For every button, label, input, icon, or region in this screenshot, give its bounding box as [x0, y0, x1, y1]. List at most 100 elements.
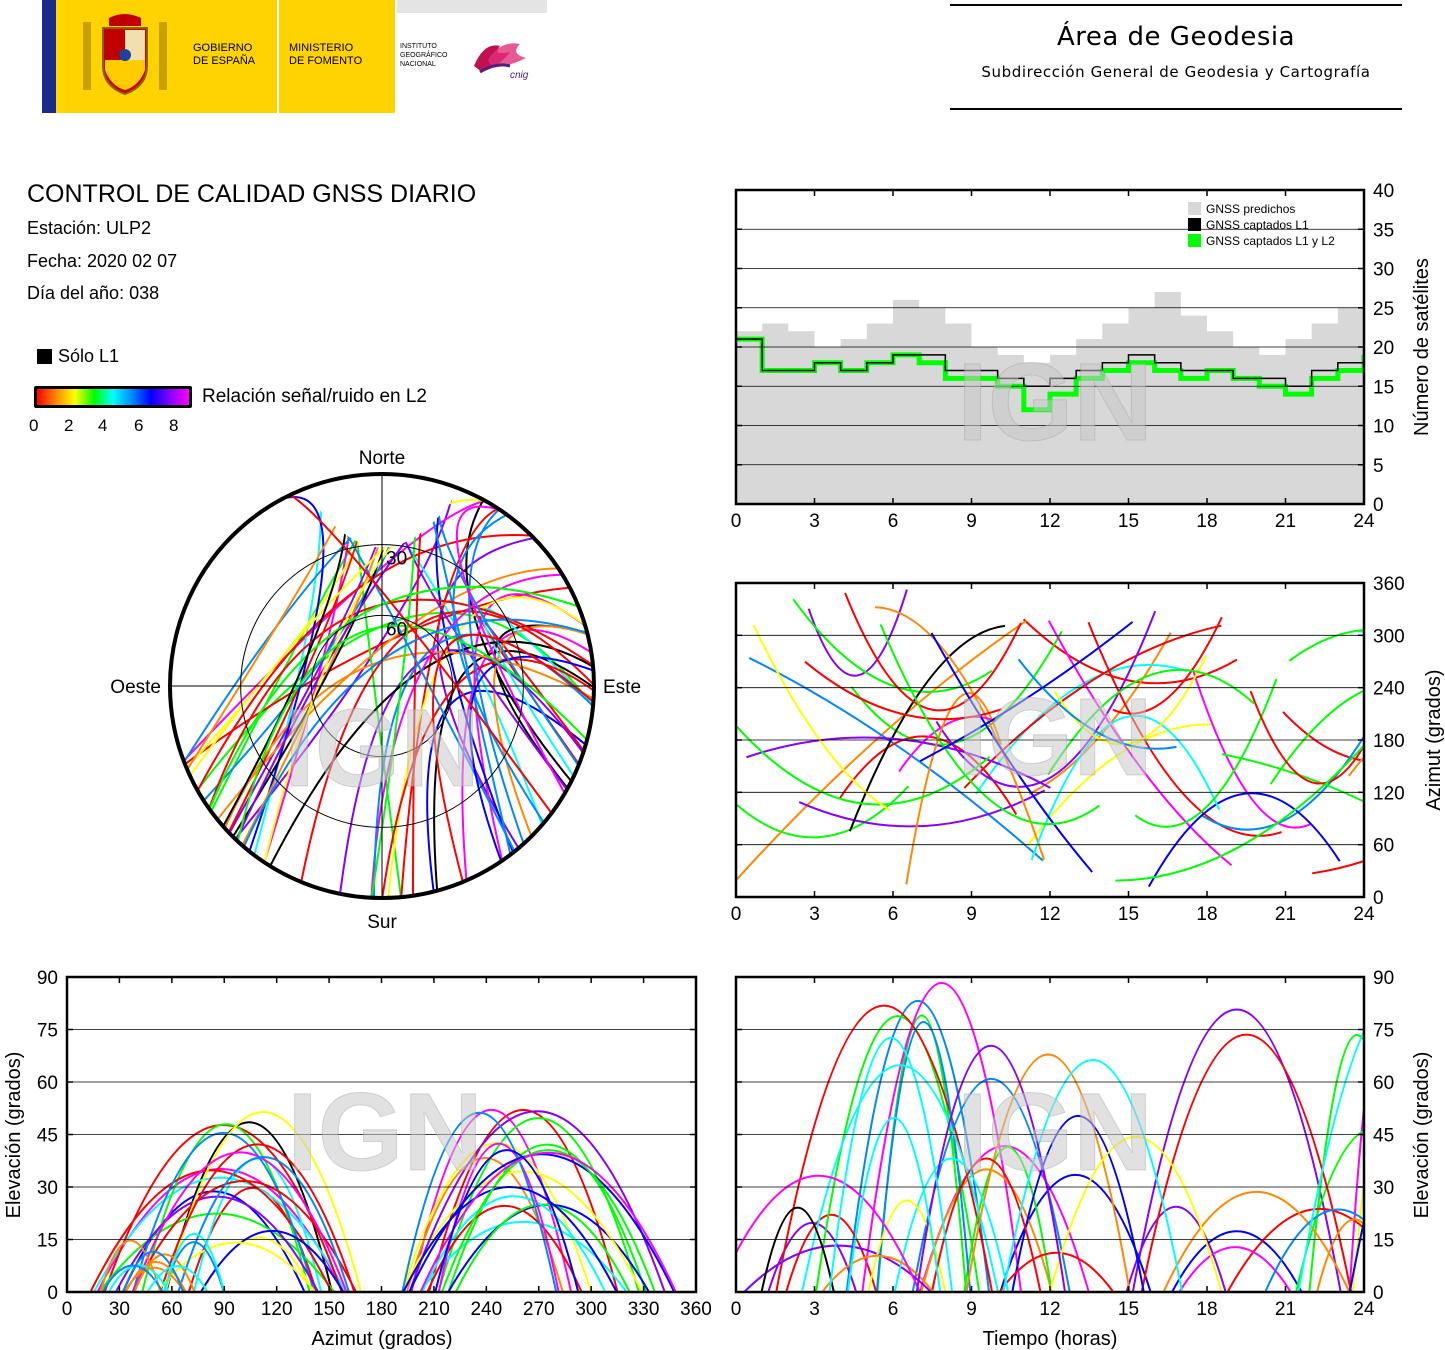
- azimuth-trace: [1026, 723, 1214, 847]
- skyplot-trace: [468, 508, 525, 845]
- elevation-trace: [164, 1111, 363, 1292]
- banner-top-strip: [397, 0, 547, 13]
- skyplot-frame: [168, 472, 596, 900]
- azimuth-trace: [1147, 792, 1341, 888]
- elevation-time-trace: [1140, 1033, 1353, 1292]
- skyplot-trace: [263, 499, 487, 863]
- skyplot-trace: [381, 658, 594, 898]
- elevation-time-trace: [1348, 1099, 1364, 1292]
- elevation-trace: [146, 1265, 209, 1292]
- gobierno-block: GOBIERNO DE ESPAÑA: [65, 0, 277, 113]
- skyplot-trace: [236, 624, 588, 842]
- y-tick-label: 240: [1373, 679, 1405, 700]
- azimuth-trace: [1249, 690, 1364, 785]
- azimuth-trace: [752, 624, 891, 812]
- elevation-time-trace: [767, 1222, 858, 1292]
- legend-label: GNSS captados L1: [1206, 218, 1309, 232]
- elevation-time-trace: [998, 1252, 1115, 1292]
- x-tick-label: 15: [1118, 1299, 1139, 1320]
- x-tick-label: 330: [628, 1299, 660, 1320]
- x-tick-label: 180: [366, 1299, 398, 1320]
- elevation-trace: [454, 1203, 631, 1292]
- elevation-trace: [159, 1143, 356, 1292]
- azimuth-trace: [1269, 689, 1364, 785]
- skyplot-ring-label: 60: [386, 619, 407, 640]
- y-tick-label: 30: [1373, 1178, 1394, 1199]
- skyplot-trace: [242, 618, 588, 848]
- x-tick-label: 21: [1275, 904, 1296, 925]
- elevation-time-trace: [1162, 1191, 1351, 1292]
- elevation-trace: [92, 1177, 347, 1292]
- y-tick-label: 360: [1373, 574, 1405, 595]
- skyplot-trace: [436, 537, 535, 849]
- x-tick-label: 300: [575, 1299, 607, 1320]
- elevation-time-trace: [828, 1037, 954, 1292]
- azimuth-trace: [1312, 859, 1364, 875]
- azimuth-trace: [1134, 678, 1278, 828]
- azimuth-trace: [848, 624, 1006, 832]
- x-tick-label: 0: [62, 1299, 73, 1320]
- azimuth-trace: [1017, 658, 1177, 750]
- elevation-trace: [132, 1151, 348, 1292]
- y-tick-label: 40: [1373, 181, 1394, 202]
- y-axis-label: Azimut (grados): [1423, 669, 1445, 810]
- skyplot-trace: [289, 493, 553, 814]
- x-tick-label: 9: [966, 904, 977, 925]
- y-tick-label: 15: [1373, 377, 1394, 398]
- doy-label: Día del año: 038: [27, 283, 160, 303]
- x-tick-label: 15: [1118, 904, 1139, 925]
- elevation-trace: [441, 1149, 656, 1292]
- ministerio-block: MINISTERIO DE FOMENTO: [279, 0, 395, 113]
- x-tick-label: 60: [161, 1299, 182, 1320]
- y-tick-label: 30: [37, 1178, 58, 1199]
- azimuth-trace: [874, 606, 1046, 860]
- elevation-trace: [408, 1110, 666, 1292]
- azimuth-trace: [1191, 667, 1312, 829]
- header-line-bottom: [950, 108, 1402, 110]
- snr-tick: 6: [134, 416, 144, 435]
- azimuth-trace: [1112, 616, 1223, 715]
- x-tick-label: 21: [1275, 1299, 1296, 1320]
- y-tick-label: 5: [1373, 456, 1384, 477]
- x-tick-label: 270: [523, 1299, 555, 1320]
- elevation-time-trace: [867, 1199, 947, 1292]
- x-axis-label: Azimut (grados): [311, 1328, 452, 1350]
- y-tick-label: 75: [1373, 1021, 1394, 1042]
- azimuth-trace: [975, 663, 1188, 795]
- x-tick-label: 15: [1118, 511, 1139, 532]
- skyplot-trace: [426, 689, 587, 892]
- skyplot-trace: [234, 486, 456, 840]
- azimuth-trace: [930, 632, 1093, 873]
- x-tick-label: 3: [809, 1299, 820, 1320]
- azimuth-trace: [807, 589, 908, 677]
- y-tick-label: 120: [1373, 783, 1405, 804]
- azimuth-trace: [798, 789, 1046, 828]
- x-tick-label: 90: [214, 1299, 235, 1320]
- elevation-trace: [156, 1241, 317, 1292]
- y-axis-label: Elevación (grados): [3, 1052, 25, 1219]
- solo-l1-legend: Sólo L1: [37, 346, 119, 367]
- y-tick-label: 45: [1373, 1126, 1394, 1147]
- skyplot-north-label: Norte: [359, 448, 405, 469]
- elevation-trace: [400, 1170, 643, 1292]
- coat-of-arms-icon: [83, 14, 167, 96]
- skyplot-east-label: Este: [603, 677, 641, 698]
- azimuth-trace: [935, 610, 1157, 788]
- x-tick-label: 210: [418, 1299, 450, 1320]
- skyplot-trace: [370, 573, 563, 898]
- skyplot-trace: [400, 507, 499, 898]
- x-tick-label: 9: [966, 511, 977, 532]
- skyplot-trace: [455, 505, 566, 794]
- cnig-text: cnig: [510, 70, 529, 81]
- skyplot-trace: [196, 611, 594, 791]
- azimuth-trace: [898, 715, 996, 773]
- y-tick-label: 90: [1373, 968, 1394, 989]
- x-tick-label: 3: [809, 904, 820, 925]
- y-tick-label: 25: [1373, 299, 1394, 320]
- elevation-trace: [192, 1157, 323, 1292]
- cnig-logo-icon: cnig: [474, 43, 529, 81]
- x-tick-label: 240: [470, 1299, 502, 1320]
- azimuth-trace: [1282, 711, 1364, 762]
- elevation-trace: [122, 1250, 185, 1292]
- y-tick-label: 0: [1373, 1283, 1384, 1304]
